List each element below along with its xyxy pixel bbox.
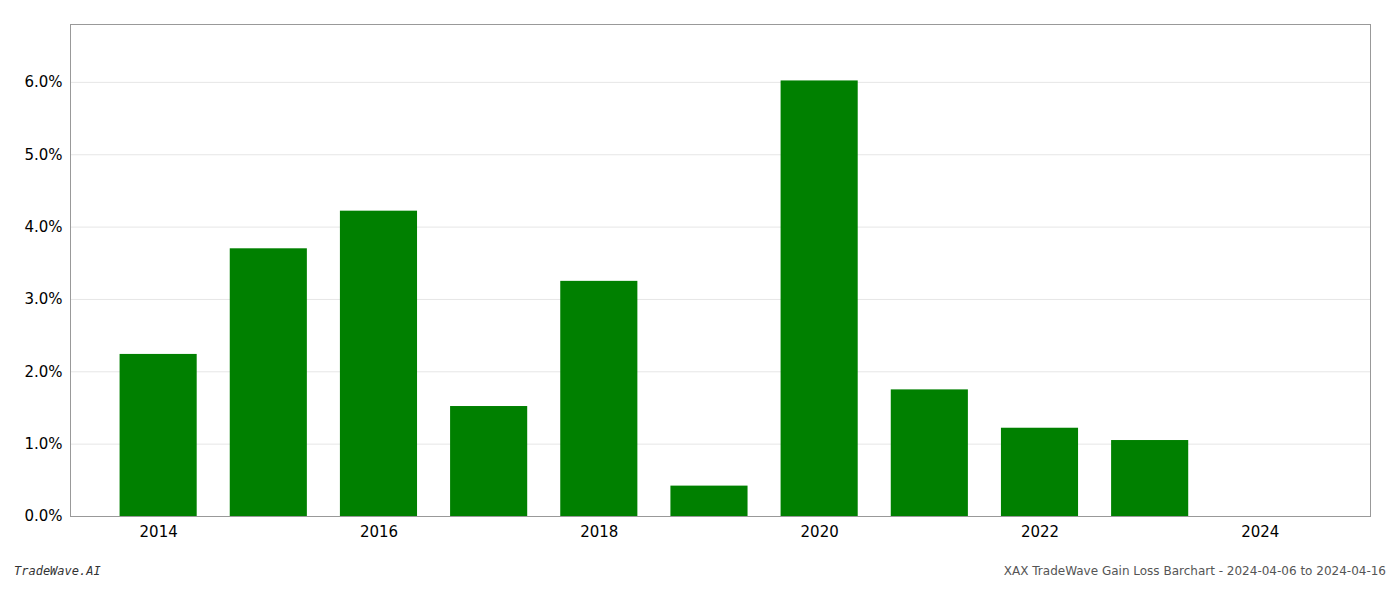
svg-text:1.0%: 1.0% [24, 435, 62, 453]
html-text:XAX TradeWave Gain Loss Barcha: XAX TradeWave Gain Loss Barchart - 2024-… [1003, 564, 1386, 578]
svg-text:2018: 2018 [580, 523, 618, 541]
svg-text:2024: 2024 [1241, 523, 1279, 541]
svg-text:2020: 2020 [801, 523, 839, 541]
svg-text:2014: 2014 [140, 523, 178, 541]
svg-text:2022: 2022 [1021, 523, 1059, 541]
svg-text:4.0%: 4.0% [24, 218, 62, 236]
svg-text:0.0%: 0.0% [24, 507, 62, 525]
svg-text:5.0%: 5.0% [24, 146, 62, 164]
svg-text:2.0%: 2.0% [24, 363, 62, 381]
svg-text:2016: 2016 [360, 523, 398, 541]
html-text:TradeWave.AI: TradeWave.AI [14, 564, 101, 578]
svg-text:6.0%: 6.0% [24, 73, 62, 91]
svg-text:3.0%: 3.0% [24, 290, 62, 308]
